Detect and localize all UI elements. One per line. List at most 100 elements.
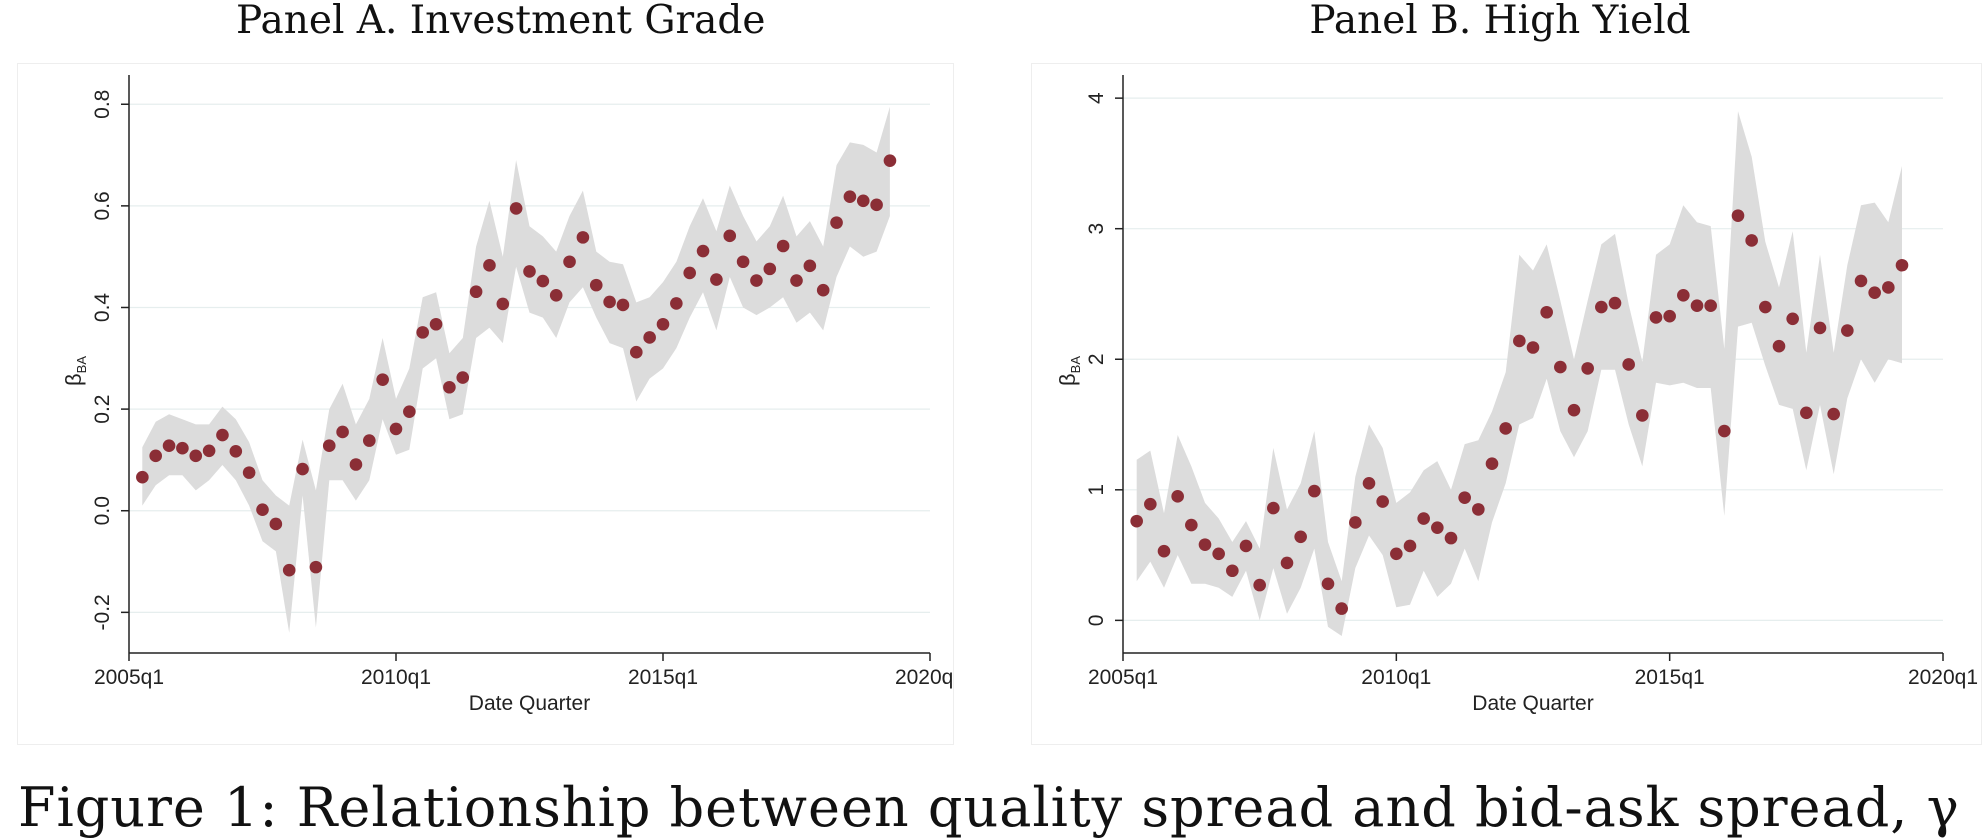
panel-b-data-point bbox=[1144, 497, 1157, 511]
panel-a-data-point bbox=[816, 283, 830, 297]
panel-b-data-point bbox=[1431, 521, 1444, 534]
panel-a-data-point bbox=[576, 231, 590, 244]
panel-b-title: Panel B. High Yield bbox=[1309, 0, 1691, 43]
panel-a-data-point bbox=[630, 345, 643, 359]
panel-a-data-point bbox=[443, 380, 456, 394]
panel-a-data-point bbox=[549, 288, 563, 302]
panel-b-data-point bbox=[1772, 339, 1786, 353]
panel-a-y-tick-label: 0.2 bbox=[91, 395, 114, 424]
panel-a-data-point bbox=[856, 194, 870, 208]
panel-a-x-tick-label: 2015q1 bbox=[628, 666, 698, 689]
panel-a-data-point bbox=[456, 371, 470, 384]
panel-b-data-point bbox=[1349, 516, 1362, 529]
panel-b-data-point bbox=[1882, 281, 1895, 294]
panel-b-data-point bbox=[1718, 424, 1731, 438]
panel-b-data-point bbox=[1362, 476, 1376, 490]
panel-a-chart: -0.2 0.0 0.2 0.4 0.6 0.8 2005q1 2010q1 2015q1 202… bbox=[61, 75, 965, 715]
panel-a-data-point bbox=[790, 274, 803, 287]
panel-a-data-point bbox=[883, 154, 897, 167]
panel-a-data-point bbox=[710, 273, 723, 286]
panel-a-data-point bbox=[589, 278, 603, 292]
panel-a-data-point bbox=[643, 331, 656, 344]
panel-b-data-point bbox=[1212, 547, 1225, 561]
panel-b-chart: 0 1 2 3 4 2005q1 2010q1 2015q1 2020q1 Date Quarte… bbox=[1055, 75, 1978, 715]
panel-a-data-point bbox=[403, 405, 416, 418]
panel-b-data-point bbox=[1239, 539, 1253, 553]
panel-a-data-point bbox=[803, 259, 817, 273]
panel-a-data-point bbox=[189, 449, 203, 463]
panel-a-data-point bbox=[523, 265, 536, 278]
panel-a-data-point bbox=[736, 255, 750, 269]
panel-b-data-point bbox=[1198, 538, 1212, 551]
panel-b-data-point bbox=[1485, 457, 1499, 470]
panel-a-data-point bbox=[162, 439, 176, 452]
panel-a-x-axis-label: Date Quarter bbox=[469, 692, 590, 715]
panel-b-data-point bbox=[1253, 578, 1266, 592]
panel-a-data-point bbox=[656, 317, 670, 331]
panel-b-y-tick-label: 3 bbox=[1085, 223, 1108, 235]
panel-b-data-point bbox=[1813, 321, 1827, 335]
panel-b-data-point bbox=[1581, 362, 1594, 375]
panel-b-y-tick-label: 0 bbox=[1085, 615, 1108, 627]
panel-a-x-tick-label: 2005q1 bbox=[94, 666, 164, 689]
panel-b-data-point bbox=[1690, 299, 1704, 313]
panel-b-data-point bbox=[1321, 577, 1335, 591]
panel-a-y-tick-label: 0.6 bbox=[91, 191, 114, 220]
panel-b-data-point bbox=[1608, 296, 1622, 310]
panel-a-data-point bbox=[363, 434, 376, 447]
panel-a-data-point bbox=[843, 190, 857, 204]
panel-b-data-point bbox=[1280, 556, 1294, 570]
panel-a-data-point bbox=[416, 326, 430, 339]
panel-a-data-point bbox=[429, 317, 443, 331]
panel-b-data-point bbox=[1554, 360, 1567, 374]
panel-b-data-point bbox=[1745, 234, 1758, 247]
panel-b-data-point bbox=[1513, 334, 1526, 348]
panel-b-data-point bbox=[1540, 305, 1553, 319]
panel-b-data-point bbox=[1185, 518, 1198, 532]
panel-b-data-point bbox=[1595, 300, 1608, 314]
panel-a-data-point bbox=[696, 244, 710, 258]
panel-a-data-point bbox=[282, 563, 296, 577]
panel-a-data-point bbox=[242, 466, 256, 479]
panel-b-data-point bbox=[1308, 484, 1321, 498]
panel-a-data-point bbox=[216, 428, 229, 442]
panel-a-data-point bbox=[149, 449, 162, 463]
panel-a-data-point bbox=[509, 202, 523, 215]
panel-b-data-point bbox=[1786, 312, 1799, 326]
panel-b-data-point bbox=[1376, 495, 1389, 508]
panel-b-data-point bbox=[1130, 514, 1143, 528]
panel-b-data-point bbox=[1827, 407, 1840, 421]
panel-b-data-point bbox=[1731, 209, 1745, 222]
panel-a-data-point bbox=[296, 462, 309, 476]
panel-b-data-point bbox=[1868, 286, 1881, 299]
panel-b-y-tick-label: 2 bbox=[1085, 353, 1108, 365]
panel-a-y-tick-label: -0.2 bbox=[91, 594, 114, 630]
panel-b-data-point bbox=[1567, 403, 1581, 417]
panel-a-x-tick-label: 2010q1 bbox=[361, 666, 431, 689]
panel-b-y-tick-label: 4 bbox=[1085, 92, 1108, 104]
panel-a-data-point bbox=[723, 229, 737, 243]
panel-b-y-tick-label: 1 bbox=[1085, 484, 1108, 496]
panel-b-data-point bbox=[1704, 299, 1717, 313]
panel-a-y-tick-label: 0.4 bbox=[91, 293, 114, 323]
panel-b-data-point bbox=[1841, 324, 1854, 337]
panel-b-data-point bbox=[1800, 406, 1813, 420]
panel-a-x-tick-label: 2020q1 bbox=[895, 666, 953, 689]
panel-b-data-point bbox=[1157, 544, 1171, 558]
panel-b-data-point bbox=[1636, 409, 1649, 422]
panel-a-y-tick-label: 0.0 bbox=[91, 496, 114, 525]
panel-a-data-point bbox=[336, 425, 349, 439]
panel-a-data-point bbox=[683, 266, 696, 280]
panel-a-data-point bbox=[202, 444, 216, 458]
panel-b-data-point bbox=[1294, 530, 1307, 544]
panel-b-data-point bbox=[1622, 358, 1635, 371]
panel-b-data-point bbox=[1854, 274, 1868, 288]
panel-b-confidence-band bbox=[1136, 111, 1902, 636]
panel-a-data-point bbox=[750, 274, 763, 287]
panel-b-y-axis-label: βBA bbox=[1055, 356, 1083, 386]
panel-b-data-point bbox=[1390, 547, 1403, 561]
panel-b-data-point bbox=[1499, 422, 1512, 435]
panel-a-data-point bbox=[616, 298, 630, 312]
panel-b-data-point bbox=[1226, 564, 1239, 578]
panel-a-frame: -0.2 0.0 0.2 0.4 0.6 0.8 2005q1 2010q1 2015q1 202… bbox=[17, 63, 965, 745]
